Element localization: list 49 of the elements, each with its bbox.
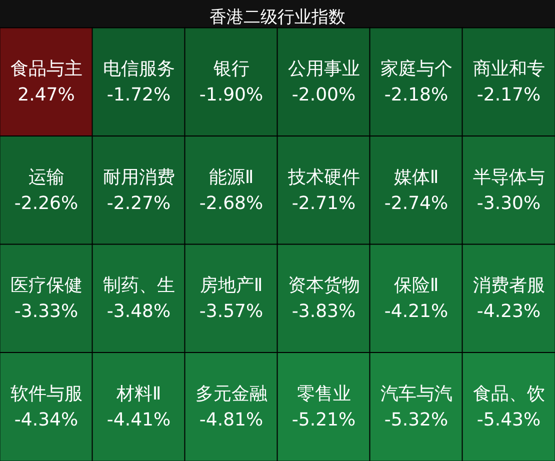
category-label: 银行 [212,58,250,80]
category-label: 媒体Ⅱ [394,166,439,188]
data-label: -2.74% [384,192,448,214]
category-label: 医疗保健 [10,275,82,296]
data-label: -2.18% [384,84,448,106]
category-label: 能源Ⅱ [208,166,254,188]
category-label: 公用事业 [288,58,360,80]
category-label: 商业和专 [472,58,545,80]
data-label: -3.57% [199,301,264,322]
data-label: -5.43% [476,409,541,430]
category-label: 技术硬件 [286,166,360,188]
category-label: 零售业 [296,383,351,404]
category-label: 家庭与个 [380,58,452,80]
data-label: -2.00% [292,84,356,106]
category-label: 房地产Ⅱ [200,275,263,296]
data-label: -1.90% [199,84,264,106]
data-label: -4.41% [106,409,171,430]
category-label: 消费者服 [472,275,545,296]
data-label: -4.23% [476,301,541,322]
data-label: -4.21% [384,301,448,322]
category-label: 食品、饮 [472,383,545,404]
data-label: -2.17% [476,84,541,106]
data-label: -2.68% [199,192,264,214]
data-label: -3.48% [106,301,171,322]
category-label: 材料Ⅱ [115,383,162,404]
text: 香港二级行业指数 [210,8,346,28]
category-label: 汽车与汽 [380,383,452,404]
category-label: 食品与主 [10,58,82,80]
category-label: 软件与服 [10,383,82,404]
data-label: -2.27% [106,192,171,214]
category-label: 耐用消费 [102,166,175,188]
data-label: -4.34% [14,409,78,430]
category-label: 运输 [28,166,64,188]
category-label: 制药、生 [102,275,175,296]
data-label: -3.30% [476,192,541,214]
data-label: -2.26% [14,192,78,214]
category-label: 半导体与 [472,166,545,188]
data-label: -2.71% [292,192,356,214]
data-label: -1.72% [106,84,171,106]
data-label: -3.33% [14,301,78,322]
category-label: 资本货物 [288,275,360,296]
category-label: 多元金融 [195,383,268,404]
data-label: -5.21% [292,409,356,430]
data-label: 2.47% [18,84,75,106]
data-label: -5.32% [384,409,448,430]
data-label: -4.81% [199,409,264,430]
category-label: 电信服务 [102,58,175,80]
data-label: -3.83% [292,301,356,322]
category-label: 保险Ⅱ [394,275,439,296]
